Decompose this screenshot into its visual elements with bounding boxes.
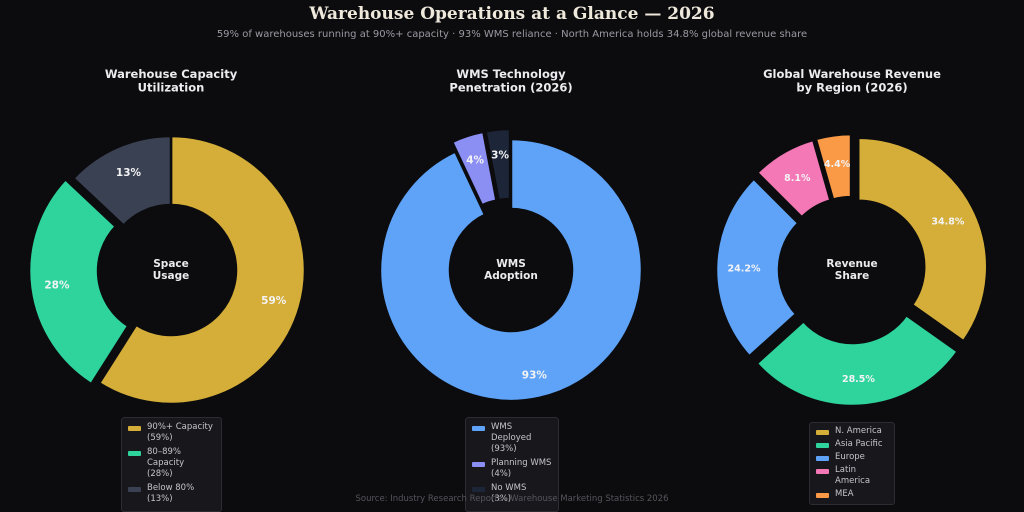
legend-label: 90%+ Capacity (59%) [147, 422, 213, 444]
slice-data-label: 28.5% [842, 374, 875, 385]
chart-title: Warehouse Capacity Utilization [105, 67, 238, 95]
legend-item: No WMS (3%) [471, 483, 552, 505]
legend-swatch [816, 430, 829, 435]
legend-item: Latin America [815, 465, 888, 487]
center-label: Revenue Share [826, 258, 877, 282]
legend-item: Europe [815, 452, 888, 463]
legend-label: Below 80% (13%) [147, 483, 194, 505]
slice-data-label: 24.2% [728, 263, 761, 274]
legend-item: MEA [815, 489, 888, 500]
legend-label: Europe [835, 452, 865, 463]
legend-name: Below 80% [147, 483, 195, 493]
donut-slice [97, 134, 307, 406]
legend-value: (13%) [147, 494, 173, 504]
donut-slice [378, 137, 644, 403]
center-label: Space Usage [153, 258, 190, 282]
donut-slice [755, 138, 832, 220]
donut-slice [450, 130, 498, 207]
donut-slice [714, 176, 801, 359]
legend-swatch [128, 451, 141, 456]
slice-data-label: 13% [116, 167, 142, 179]
slice-data-label: 4% [466, 155, 484, 167]
legend-item: 90%+ Capacity (59%) [127, 422, 215, 444]
slice-data-label: 34.8% [931, 216, 964, 227]
legend-name: Latin America [835, 465, 871, 486]
donut-slice [754, 313, 960, 408]
legend-item: 80–89% Capacity (28%) [127, 447, 215, 480]
legend-name: 80–89% Capacity [147, 447, 185, 468]
page-title: Warehouse Operations at a Glance — 2026 [309, 4, 715, 24]
slice-data-label: 59% [261, 295, 287, 307]
donut-slice [856, 136, 989, 344]
slice-data-label: 8.1% [784, 173, 811, 184]
legend-label: Latin America [835, 465, 888, 487]
legend-item: WMS Deployed (93%) [471, 422, 552, 455]
legend-wms: WMS Deployed (93%) Planning WMS (4%) No WMS(… [465, 417, 559, 512]
legend-label: No WMS (3%) [491, 483, 526, 505]
slice-data-label: 28% [44, 279, 70, 291]
legend-name: WMS Deployed [491, 422, 532, 443]
donut-slice [71, 134, 173, 228]
legend-name: Planning WMS [491, 458, 552, 468]
legend-name: N. America [835, 426, 882, 436]
slice-data-label: 93% [522, 369, 548, 381]
donut-slice [27, 177, 130, 386]
donut-slice [814, 132, 853, 202]
slice-data-label: 3% [491, 150, 509, 162]
legend-value: (28%) [147, 469, 173, 479]
legend-swatch [472, 426, 485, 431]
center-label: WMS Adoption [484, 258, 538, 282]
donut-slice [484, 127, 512, 202]
legend-name: Asia Pacific [835, 439, 883, 449]
legend-name: No WMS [491, 483, 527, 493]
legend-label: 80–89% Capacity (28%) [147, 447, 215, 480]
legend-swatch [472, 487, 485, 492]
legend-item: N. America [815, 426, 888, 437]
legend-item: Below 80% (13%) [127, 483, 215, 505]
legend-label: WMS Deployed (93%) [491, 422, 552, 455]
page-subtitle: 59% of warehouses running at 90%+ capaci… [216, 29, 808, 40]
slice-data-label: 4.4% [824, 159, 851, 170]
legend-swatch [472, 462, 485, 467]
chart-title: WMS Technology Penetration (2026) [449, 67, 572, 95]
legend-swatch [128, 487, 141, 492]
legend-item: Asia Pacific [815, 439, 888, 450]
legend-revenue: N. America Asia Pacific Europe Latin Americ… [809, 422, 895, 505]
legend-name: 90%+ Capacity [147, 422, 213, 432]
legend-value: (4%) [491, 469, 512, 479]
legend-swatch [816, 469, 829, 474]
legend-value: (93%) [491, 444, 517, 454]
legend-name: MEA [835, 489, 854, 499]
legend-item: Planning WMS (4%) [471, 458, 552, 480]
legend-value: (3%) [491, 494, 512, 504]
legend-label: N. America [835, 426, 882, 437]
source-note: Source: Industry Research Reports · Ware… [355, 494, 669, 504]
legend-name: Europe [835, 452, 865, 462]
legend-swatch [816, 443, 829, 448]
legend-label: MEA [835, 489, 854, 500]
legend-capacity: 90%+ Capacity (59%) 80–89% Capacity (28%) Be… [121, 417, 222, 512]
legend-label: Asia Pacific [835, 439, 883, 450]
legend-swatch [128, 426, 141, 431]
chart-title: Global Warehouse Revenue by Region (2026) [763, 67, 941, 95]
legend-value: (59%) [147, 433, 173, 443]
legend-swatch [816, 456, 829, 461]
legend-swatch [816, 493, 829, 498]
legend-label: Planning WMS (4%) [491, 458, 551, 480]
